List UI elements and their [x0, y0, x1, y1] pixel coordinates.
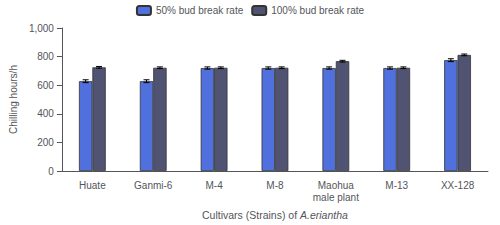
svg-text:0: 0 [48, 166, 54, 177]
svg-text:800: 800 [37, 51, 54, 62]
svg-text:M-4: M-4 [205, 180, 223, 191]
svg-text:Huate: Huate [79, 180, 106, 191]
svg-text:A.eriantha: A.eriantha [299, 209, 348, 221]
svg-text:M-8: M-8 [266, 180, 284, 191]
svg-text:Ganmi-6: Ganmi-6 [134, 180, 173, 191]
svg-text:Cultivars (Strains) of: Cultivars (Strains) of [202, 209, 300, 221]
svg-text:100% bud break rate: 100% bud break rate [271, 5, 364, 16]
svg-text:XX-128: XX-128 [441, 180, 475, 191]
svg-text:600: 600 [37, 80, 54, 91]
svg-text:1,000: 1,000 [29, 23, 54, 34]
svg-text:50% bud break rate: 50% bud break rate [156, 5, 244, 16]
svg-text:Maohua: Maohua [318, 180, 355, 191]
svg-text:400: 400 [37, 108, 54, 119]
svg-text:M-13: M-13 [385, 180, 408, 191]
svg-text:male plant: male plant [313, 192, 359, 203]
svg-text:200: 200 [37, 137, 54, 148]
svg-text:Chilling hours/h: Chilling hours/h [8, 65, 19, 134]
